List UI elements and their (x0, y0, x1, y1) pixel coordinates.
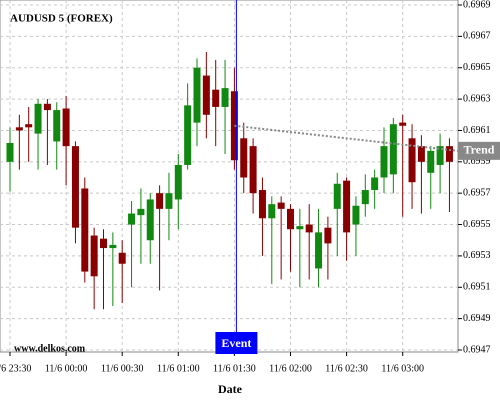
candle-body (343, 180, 351, 233)
candle-body (361, 190, 369, 205)
candle-body (62, 108, 70, 147)
y-tick-label: 0.6965 (463, 62, 491, 73)
candle-body (221, 88, 229, 107)
candle-body (15, 127, 23, 131)
x-tick-label: 11/6 02:00 (269, 363, 312, 374)
trend-label: Trend (464, 143, 495, 157)
candle-body (34, 103, 42, 134)
candle-body (445, 146, 453, 162)
candle-body (165, 193, 173, 209)
candle-body (315, 232, 323, 269)
candle-body (380, 146, 388, 178)
plot-frame (0, 0, 459, 353)
candle-body (43, 103, 51, 111)
candle-body (324, 227, 332, 244)
candle-body (333, 183, 341, 209)
candle-body (53, 110, 61, 142)
candle-body (305, 224, 313, 233)
candle-body (137, 208, 145, 216)
candle-body (156, 193, 164, 209)
x-tick-label: 11/6 02:30 (325, 363, 368, 374)
candle-body (202, 75, 210, 115)
x-tick-label: 11/6 23:30 (0, 363, 31, 374)
y-tick-label: 0.6959 (463, 156, 491, 167)
candle-body (25, 124, 33, 128)
y-tick-label: 0.6963 (463, 93, 491, 104)
y-tick-label: 0.6955 (463, 219, 491, 230)
candle-body (240, 138, 248, 178)
event-box (215, 332, 258, 354)
candle-body (6, 143, 14, 162)
candle-body (249, 146, 257, 194)
candle-body (174, 164, 182, 200)
candle-body (277, 202, 285, 209)
y-tick-label: 0.6947 (463, 344, 491, 355)
y-tick-label: 0.6957 (463, 187, 491, 198)
x-tick-label: 11/6 00:30 (101, 363, 144, 374)
y-tick-label: 0.6949 (463, 313, 491, 324)
y-tick-label: 0.6951 (463, 282, 491, 293)
candle-body (268, 204, 276, 219)
candle-body (184, 105, 192, 165)
candle-body (399, 122, 407, 126)
candle-body (118, 252, 126, 264)
candle-body (408, 138, 416, 183)
candle-body (352, 205, 360, 225)
trend-line (234, 124, 459, 152)
y-tick-label: 0.6961 (463, 125, 491, 136)
candle-body (100, 238, 107, 249)
x-tick-label: 11/6 01:30 (213, 363, 256, 374)
candle-body (296, 226, 304, 230)
candle-body (109, 244, 117, 249)
candle-body (212, 89, 220, 107)
x-tick-label: 11/6 03:00 (381, 363, 424, 374)
candle-body (427, 150, 435, 173)
candle-body (128, 213, 136, 225)
x-tick-label: 11/6 01:00 (157, 363, 200, 374)
candle-body (193, 67, 201, 123)
candle-body (71, 146, 79, 228)
chart-title: AUDUSD 5 (FOREX) (10, 13, 113, 25)
candle-body (81, 188, 89, 272)
y-tick-label: 0.6967 (463, 31, 491, 42)
trend-box (458, 141, 500, 160)
candle-body (436, 146, 444, 165)
candle-body (287, 208, 294, 230)
candle-body (258, 190, 266, 219)
candle-body (371, 177, 379, 191)
x-axis-label: Date (218, 382, 243, 396)
candle-body (417, 146, 425, 162)
y-tick-label: 0.6953 (463, 250, 491, 261)
candle-body (90, 235, 98, 277)
event-label: Event (221, 336, 251, 350)
x-tick-label: 11/6 00:00 (45, 363, 88, 374)
y-tick-label: 0.6969 (463, 0, 491, 10)
candle-body (389, 124, 397, 175)
candle-body (146, 199, 154, 241)
watermark: www.delkos.com (14, 343, 86, 354)
